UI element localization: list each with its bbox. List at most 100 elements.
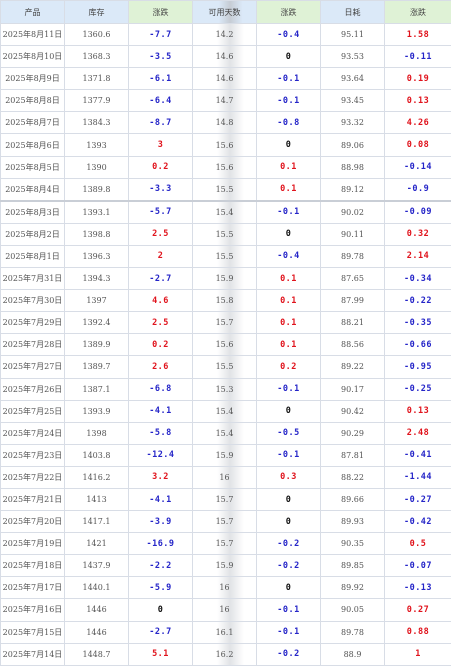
cell-stock-change: -6.4 (129, 90, 193, 112)
header-stock[interactable]: 库存 (65, 1, 129, 24)
cell-daily-consumption: 89.93 (321, 511, 385, 533)
cell-stock: 1397 (65, 290, 129, 312)
cell-daily-consumption: 89.12 (321, 178, 385, 201)
cell-consumption-change: 0.88 (385, 621, 451, 643)
cell-available-days: 15.8 (193, 290, 257, 312)
cell-stock: 1393.1 (65, 201, 129, 224)
cell-days-change: 0.1 (257, 290, 321, 312)
cell-days-change: -0.1 (257, 378, 321, 400)
cell-available-days: 15.6 (193, 156, 257, 178)
cell-available-days: 16.1 (193, 621, 257, 643)
cell-days-change: -0.1 (257, 90, 321, 112)
cell-daily-consumption: 87.81 (321, 444, 385, 466)
cell-daily-consumption: 87.99 (321, 290, 385, 312)
cell-days-change: -0.1 (257, 621, 321, 643)
cell-days-change: -0.1 (257, 444, 321, 466)
cell-consumption-change: 4.26 (385, 112, 451, 134)
cell-consumption-change: -0.9 (385, 178, 451, 201)
cell-stock-change: 2.5 (129, 312, 193, 334)
cell-date: 2025年7月22日 (1, 466, 65, 488)
cell-date: 2025年8月6日 (1, 134, 65, 156)
cell-date: 2025年7月23日 (1, 444, 65, 466)
cell-daily-consumption: 93.64 (321, 68, 385, 90)
cell-date: 2025年8月2日 (1, 223, 65, 245)
cell-date: 2025年7月20日 (1, 511, 65, 533)
cell-stock: 1437.9 (65, 555, 129, 577)
cell-available-days: 15.5 (193, 178, 257, 201)
header-daily-consumption[interactable]: 日耗 (321, 1, 385, 24)
cell-days-change: 0.2 (257, 356, 321, 378)
cell-daily-consumption: 88.56 (321, 334, 385, 356)
cell-stock: 1389.7 (65, 356, 129, 378)
cell-available-days: 16.2 (193, 643, 257, 665)
header-available-days[interactable]: 可用天数 (193, 1, 257, 24)
cell-stock: 1440.1 (65, 577, 129, 599)
cell-daily-consumption: 89.78 (321, 621, 385, 643)
cell-available-days: 15.9 (193, 444, 257, 466)
header-product[interactable]: 产品 (1, 1, 65, 24)
cell-date: 2025年7月16日 (1, 599, 65, 621)
cell-days-change: 0 (257, 488, 321, 510)
cell-stock-change: 4.6 (129, 290, 193, 312)
cell-days-change: 0.1 (257, 312, 321, 334)
header-consumption-change[interactable]: 涨跌 (385, 1, 451, 24)
cell-stock: 1403.8 (65, 444, 129, 466)
cell-consumption-change: 1 (385, 643, 451, 665)
cell-days-change: 0 (257, 511, 321, 533)
cell-daily-consumption: 93.32 (321, 112, 385, 134)
cell-available-days: 15.5 (193, 356, 257, 378)
header-days-change[interactable]: 涨跌 (257, 1, 321, 24)
cell-stock: 1448.7 (65, 643, 129, 665)
cell-consumption-change: -0.41 (385, 444, 451, 466)
cell-stock-change: -4.1 (129, 488, 193, 510)
cell-stock-change: -6.1 (129, 68, 193, 90)
cell-stock: 1389.8 (65, 178, 129, 201)
cell-daily-consumption: 88.98 (321, 156, 385, 178)
header-stock-change[interactable]: 涨跌 (129, 1, 193, 24)
cell-consumption-change: -0.42 (385, 511, 451, 533)
cell-days-change: -0.8 (257, 112, 321, 134)
cell-stock: 1384.3 (65, 112, 129, 134)
cell-available-days: 15.7 (193, 488, 257, 510)
cell-stock: 1371.8 (65, 68, 129, 90)
cell-daily-consumption: 90.42 (321, 400, 385, 422)
cell-stock-change: 3.2 (129, 466, 193, 488)
cell-available-days: 15.4 (193, 422, 257, 444)
cell-available-days: 14.6 (193, 46, 257, 68)
cell-date: 2025年7月19日 (1, 533, 65, 555)
cell-stock: 1396.3 (65, 245, 129, 267)
cell-date: 2025年8月1日 (1, 245, 65, 267)
cell-consumption-change: -1.44 (385, 466, 451, 488)
cell-days-change: -0.2 (257, 643, 321, 665)
